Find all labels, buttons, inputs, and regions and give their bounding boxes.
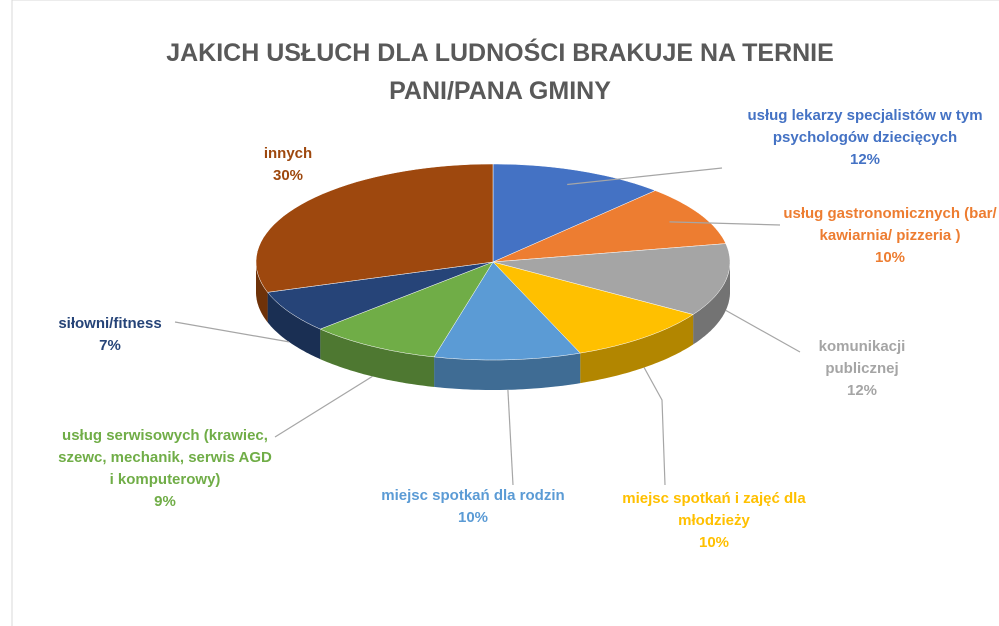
slice	[492, 243, 731, 315]
chart-title: JAKICH USŁUCH DLA LUDNOŚCI BRAKUJE NA TE…	[166, 39, 834, 105]
value-label: 10%	[698, 534, 730, 551]
data-label: komunikacji publicznej 12%	[787, 336, 937, 402]
slice-side	[320, 329, 435, 387]
data-label: miejsc spotkań dla rodzin 10%	[373, 485, 573, 529]
slice	[319, 261, 494, 358]
leader-line	[274, 375, 373, 438]
slice-side-shade	[434, 353, 581, 390]
data-label: siłowni/fitness 7%	[35, 313, 185, 357]
category-label: innych	[263, 145, 313, 162]
leader-line	[567, 167, 723, 186]
value-label: 10%	[457, 509, 489, 526]
data-label: miejsc spotkań i zajęć dla młodzieży 10%	[614, 488, 814, 554]
category-label: siłowni/fitness	[58, 315, 162, 332]
slice-side-shade	[693, 262, 730, 345]
value-label: 12%	[849, 151, 881, 168]
category-label: miejsc spotkań i zajęć dla młodzieży	[622, 490, 806, 529]
leader-line	[174, 321, 290, 343]
slice	[492, 190, 727, 263]
slice-side	[267, 292, 321, 360]
data-label: usług gastronomicznych (bar/ kawiarnia/ …	[775, 203, 999, 269]
value-label: 9%	[154, 493, 176, 510]
slice-side	[580, 314, 694, 384]
leader-line	[643, 367, 666, 486]
leader-line	[507, 389, 514, 486]
value-label: 30%	[272, 167, 304, 184]
chart-border	[11, 0, 999, 626]
data-label: usług lekarzy specjalistów w tym psychol…	[735, 105, 995, 171]
leader-line	[669, 221, 781, 226]
slice	[492, 261, 694, 354]
value-label: 10%	[874, 249, 906, 266]
category-label: komunikacji publicznej	[818, 338, 906, 377]
slice-side-shade	[267, 292, 321, 360]
category-label: usług lekarzy specjalistów w tym psychol…	[747, 107, 983, 146]
value-label: 7%	[99, 337, 121, 354]
category-label: usług gastronomicznych (bar/ kawiarnia/ …	[783, 205, 997, 244]
slice	[255, 163, 494, 293]
slice-side	[434, 353, 581, 390]
value-label: 12%	[846, 382, 878, 399]
data-label: innych 30%	[228, 143, 348, 187]
slice	[433, 261, 581, 361]
slice-side-shade	[256, 262, 268, 323]
slice	[267, 261, 494, 330]
category-label: usług serwisowych (krawiec, szewc, mecha…	[58, 427, 272, 488]
slice-side	[693, 262, 730, 345]
slice-side	[256, 262, 268, 323]
category-label: miejsc spotkań dla rodzin	[381, 487, 565, 504]
slice-side-shade	[320, 329, 435, 387]
slice-side-shade	[580, 314, 694, 384]
data-label: usług serwisowych (krawiec, szewc, mecha…	[55, 425, 275, 513]
leader-line	[725, 309, 801, 353]
slice	[492, 163, 656, 263]
